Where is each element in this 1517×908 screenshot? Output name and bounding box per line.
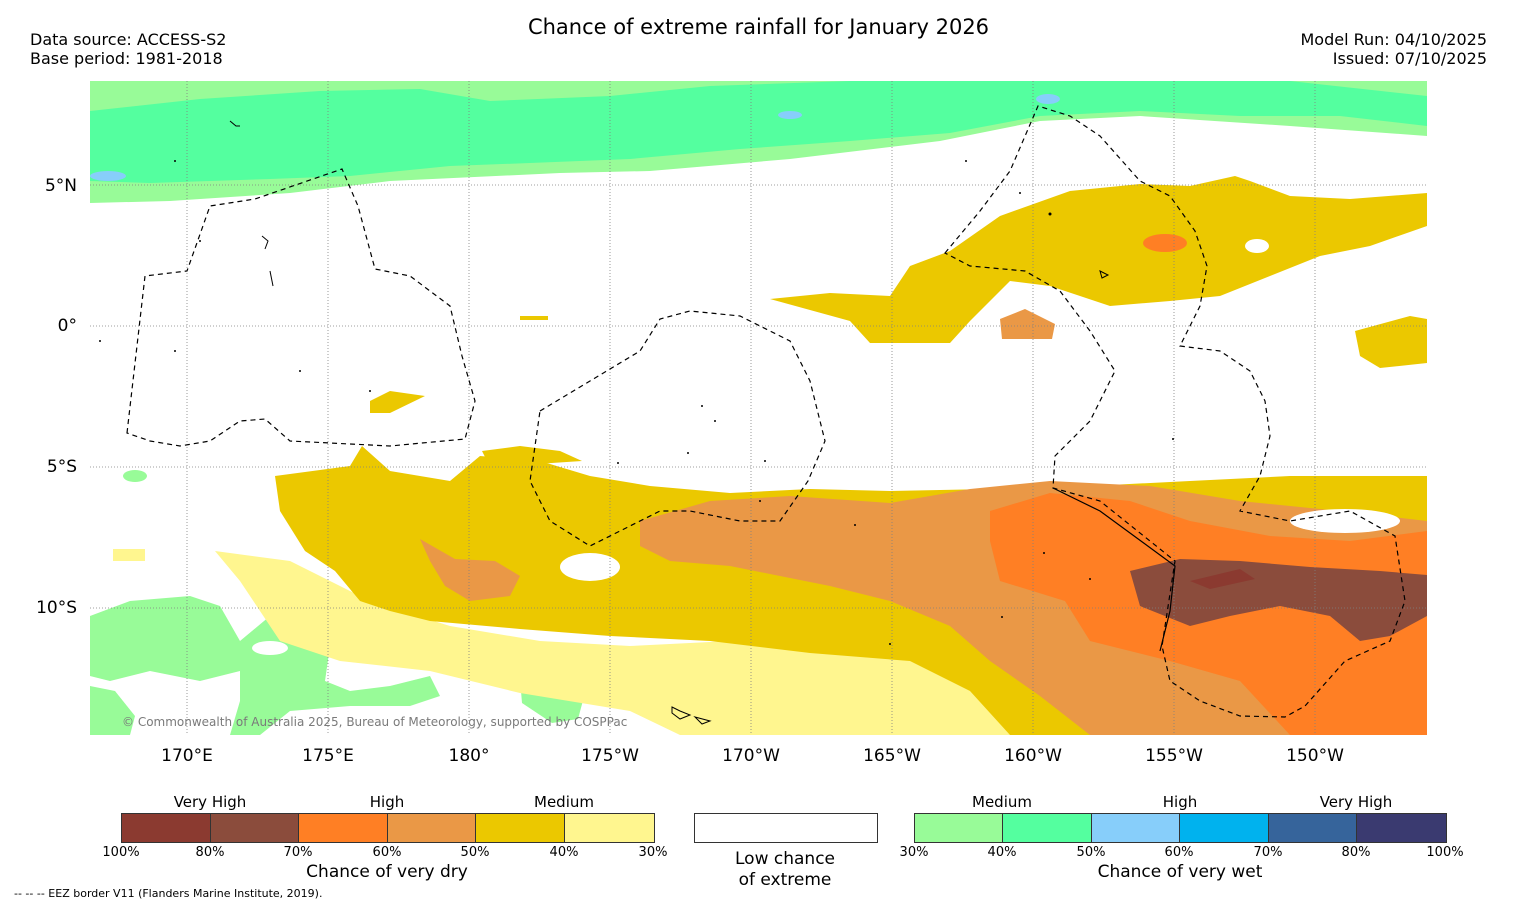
dry-tick: 40% [549, 845, 579, 860]
data-source: Data source: ACCESS-S2 [30, 30, 227, 49]
lat-label: 10°S [36, 598, 77, 618]
lat-label: 5°S [46, 457, 77, 477]
low-chance-hole [560, 553, 620, 581]
lon-label: 160°W [1004, 746, 1062, 766]
dry-tick: 30% [638, 845, 668, 860]
map-title: Chance of extreme rainfall for January 2… [527, 15, 990, 39]
wet-patch-southwest [90, 596, 240, 681]
rainfall-map [90, 81, 1427, 735]
dry-swatch-40 [565, 814, 654, 842]
eez-borders [126, 105, 1406, 718]
dry-tick: 70% [283, 845, 313, 860]
dry-tick: 80% [195, 845, 225, 860]
wet-patch-50 [778, 111, 802, 119]
dry-swatch-100 [122, 814, 211, 842]
low-chance-line1: Low chance [735, 849, 835, 869]
dry-patch-north-east [1355, 316, 1427, 368]
dry-level-label: High [369, 793, 405, 811]
wet-swatch-50 [1092, 814, 1180, 842]
eez-footnote: -- -- -- EEZ border V11 (Flanders Marine… [14, 887, 323, 900]
lat-label: 5°N [44, 176, 77, 196]
wet-caption: Chance of very wet [1097, 862, 1263, 882]
wet-swatch-60 [1180, 814, 1269, 842]
dry-tick: 60% [372, 845, 402, 860]
dry-colorbar [121, 813, 655, 843]
wet-tick: 70% [1253, 845, 1283, 860]
low-chance-caption: Low chance of extreme [735, 849, 835, 891]
lon-label: 155°W [1145, 746, 1203, 766]
wet-tick: 100% [1426, 845, 1464, 860]
wet-level-label: Very High [1319, 793, 1393, 811]
wet-swatch-40 [1003, 814, 1092, 842]
lon-label: 180° [448, 746, 490, 766]
wet-level-label: High [1162, 793, 1198, 811]
island-dots [99, 160, 1174, 645]
dry-tick: 100% [102, 845, 140, 860]
wet-tick: 40% [987, 845, 1017, 860]
low-chance-hole [1245, 239, 1269, 253]
dry-patch-60 [420, 539, 520, 601]
lat-label: 0° [57, 316, 77, 336]
wet-colorbar [914, 813, 1447, 843]
dry-patch-70 [1143, 234, 1187, 252]
wet-tick: 80% [1341, 845, 1371, 860]
wet-swatch-30 [915, 814, 1003, 842]
dry-band-south-40 [215, 551, 1130, 735]
lon-label: 170°W [722, 746, 780, 766]
lon-label: 175°W [581, 746, 639, 766]
dry-tick: 50% [460, 845, 490, 860]
data-info: Data source: ACCESS-S2 Base period: 1981… [30, 30, 226, 68]
dry-level-label: Medium [534, 793, 594, 811]
base-period: Base period: 1981-2018 [30, 49, 223, 68]
wet-tick: 60% [1164, 845, 1194, 860]
dry-caption: Chance of very dry [306, 862, 468, 882]
wet-band-north [90, 81, 1427, 183]
dry-level-label: Very High [173, 793, 247, 811]
dry-patch-north [1000, 309, 1055, 339]
dry-swatch-70 [299, 814, 388, 842]
islands [229, 120, 1110, 725]
run-info: Model Run: 04/10/2025 Issued: 07/10/2025 [1301, 30, 1488, 68]
lon-label: 175°E [302, 746, 354, 766]
dry-band-north-50 [770, 176, 1427, 343]
model-run: Model Run: 04/10/2025 [1300, 30, 1488, 49]
wet-patch-50 [90, 171, 126, 181]
wet-tick: 50% [1076, 845, 1106, 860]
gridlines [90, 81, 1427, 735]
issued-date: Issued: 07/10/2025 [1332, 49, 1487, 68]
dry-patch-center [482, 446, 582, 467]
wet-patch-50 [1036, 94, 1060, 104]
lon-label: 150°W [1286, 746, 1344, 766]
lon-label: 165°W [863, 746, 921, 766]
boundary-line [1052, 487, 1176, 652]
wet-swatch-80 [1357, 814, 1446, 842]
low-chance-hole [1290, 509, 1400, 533]
low-chance-swatch [694, 813, 878, 843]
wet-tick: 30% [899, 845, 929, 860]
low-chance-hole [252, 641, 288, 655]
wet-patch-southwest [90, 686, 135, 735]
dry-swatch-80 [211, 814, 299, 842]
copyright: © Commonwealth of Australia 2025, Bureau… [122, 715, 628, 729]
lon-label: 170°E [161, 746, 213, 766]
wet-level-label: Medium [972, 793, 1032, 811]
dry-swatch-50 [476, 814, 565, 842]
dry-swatch-60 [388, 814, 476, 842]
wet-swatch-70 [1269, 814, 1357, 842]
low-chance-line2: of extreme [738, 870, 832, 890]
dry-patch-center [370, 391, 425, 413]
dry-core-100 [1190, 569, 1255, 589]
